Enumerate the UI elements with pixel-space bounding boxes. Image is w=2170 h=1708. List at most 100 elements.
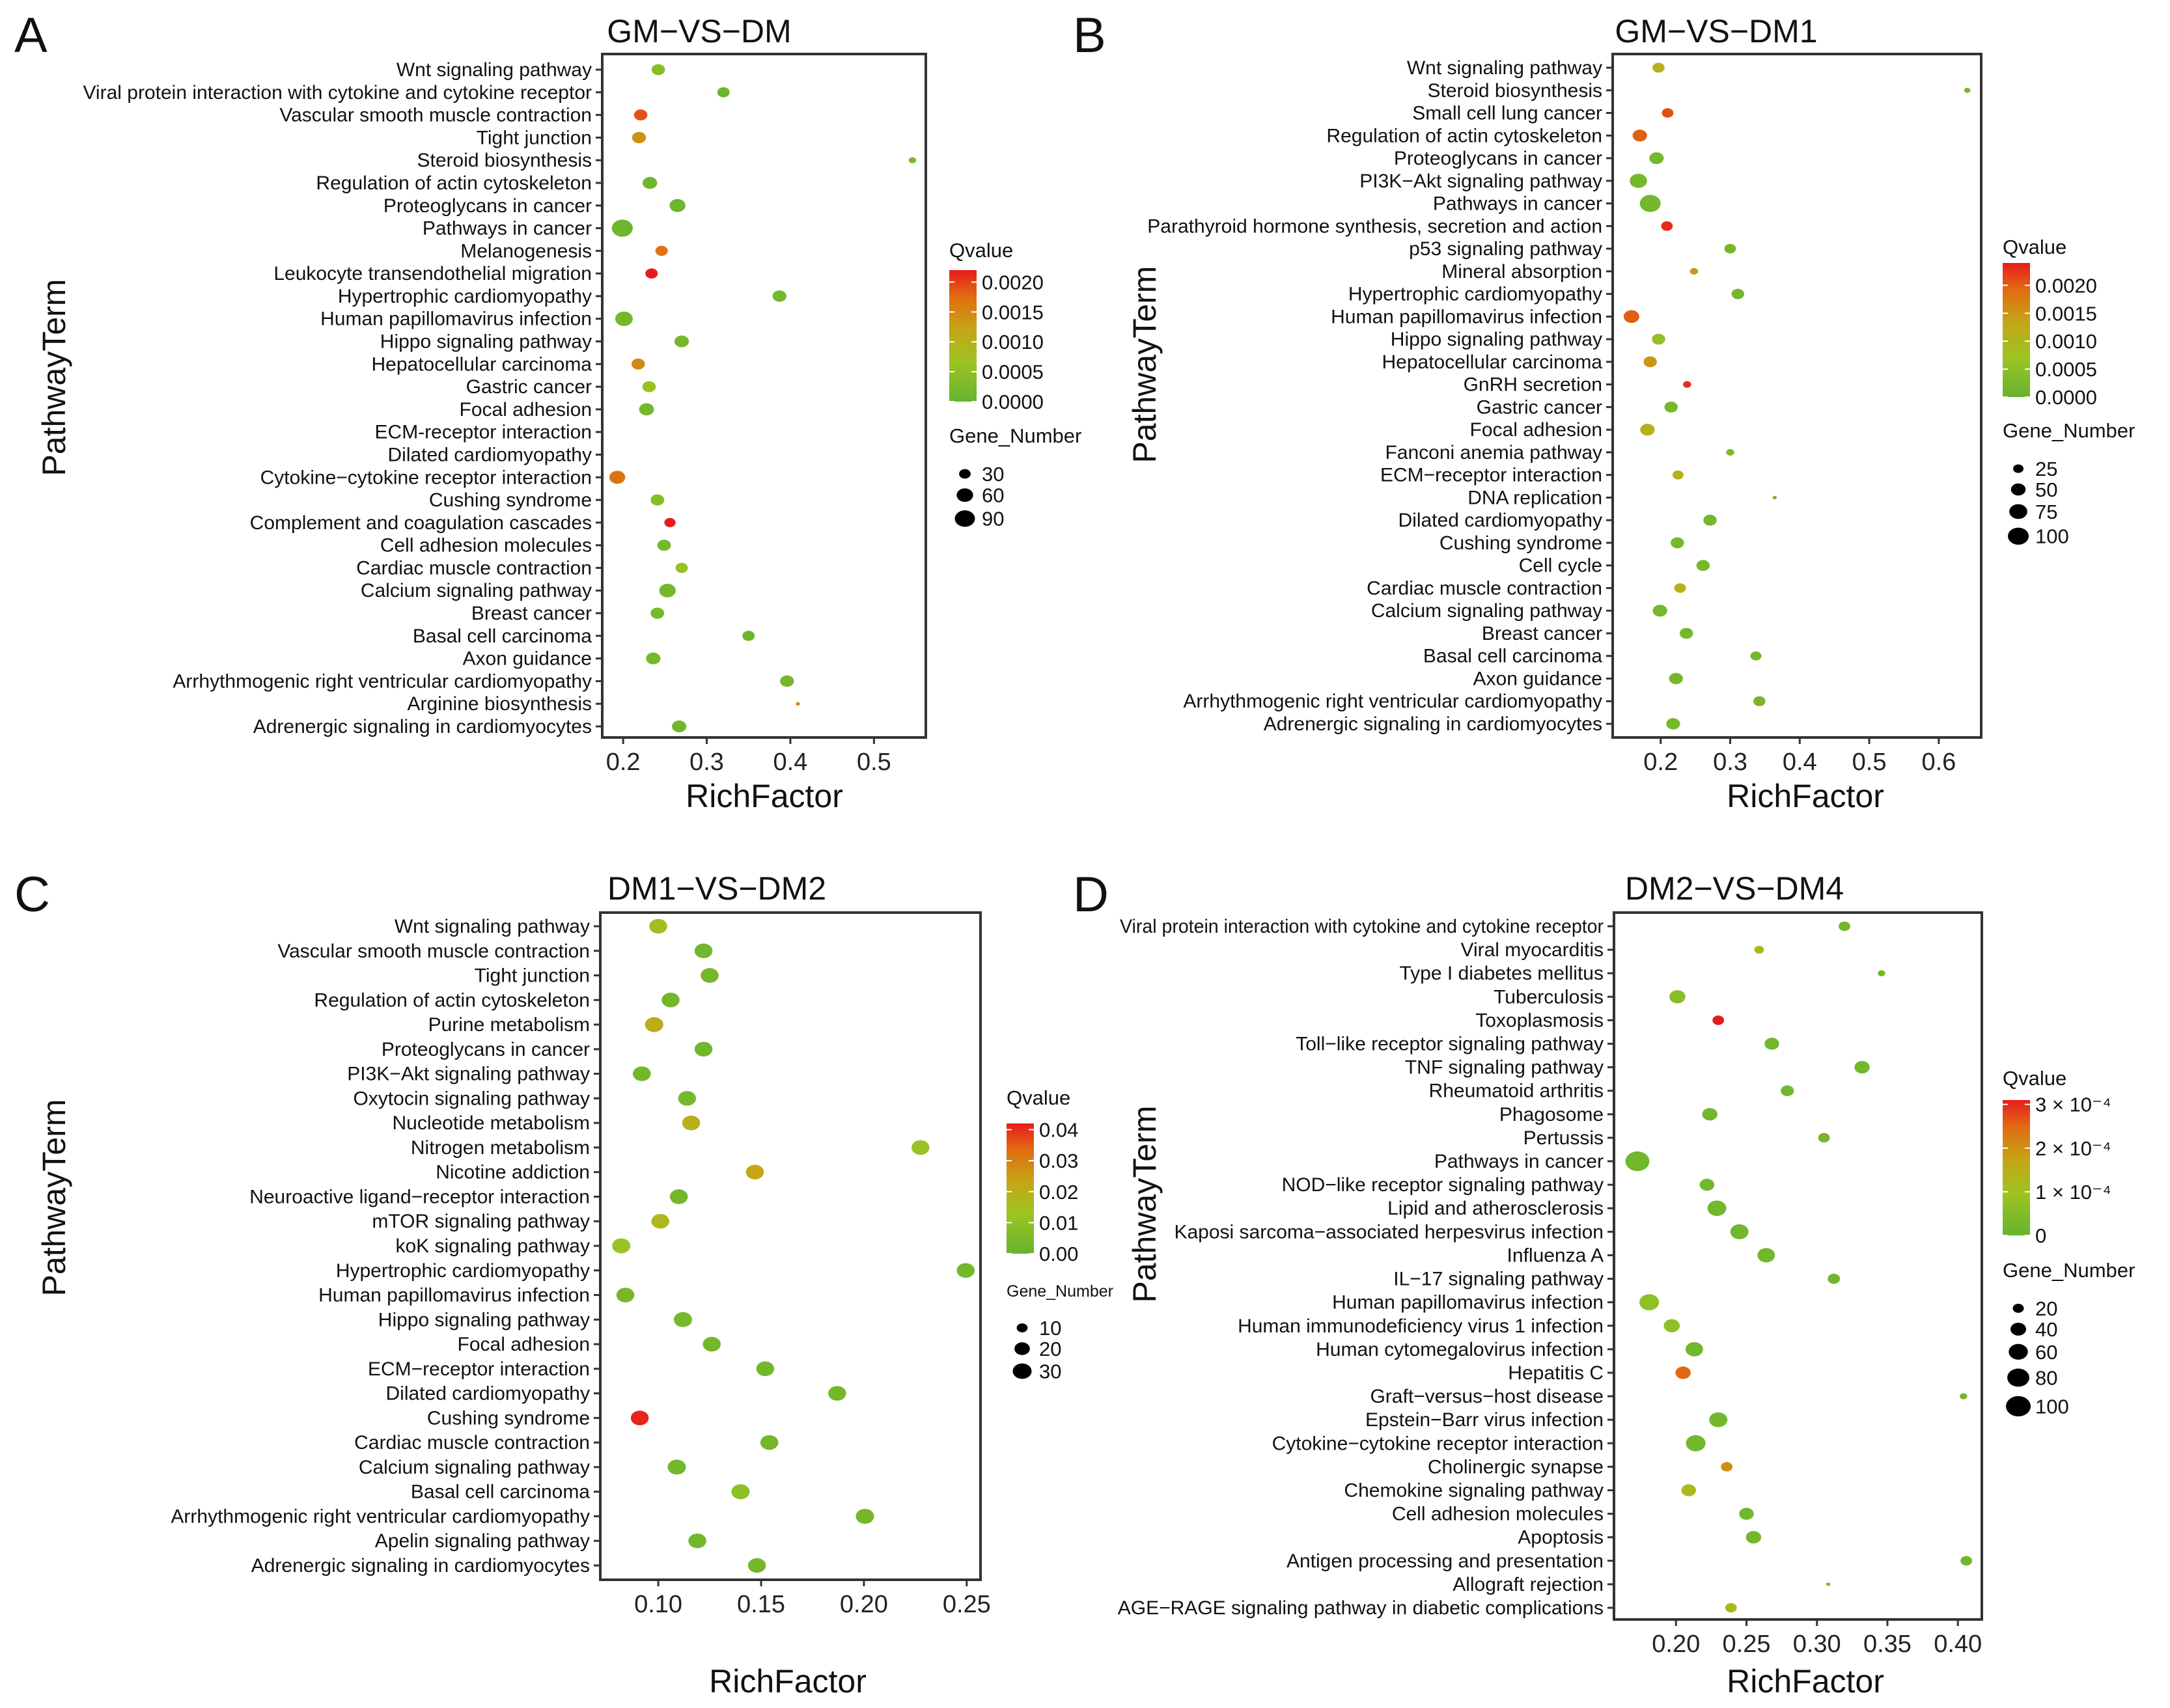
gene-number-legend-title: Gene_Number	[2003, 419, 2135, 442]
data-point	[1724, 243, 1736, 254]
qvalue-legend-label: 0.03	[1039, 1150, 1078, 1172]
data-point	[702, 1336, 721, 1352]
pathway-label: koK signaling pathway	[395, 1235, 590, 1257]
pathway-label: Wnt signaling pathway	[395, 916, 590, 937]
x-tick-label: 0.20	[1652, 1631, 1700, 1658]
pathway-label: Human immunodeficiency virus 1 infection	[1238, 1315, 1604, 1337]
pathway-label: Oxytocin signaling pathway	[353, 1088, 590, 1109]
data-point	[1674, 583, 1686, 593]
chart-title: GM−VS−DM1	[1615, 13, 1817, 49]
pathway-label: Pathways in cancer	[1434, 1151, 1604, 1172]
gene-number-legend-label: 100	[2035, 1395, 2069, 1418]
gene-number-legend-label: 60	[2035, 1341, 2057, 1364]
data-point	[1686, 1435, 1706, 1452]
gene-number-legend-title: Gene_Number	[1007, 1282, 1113, 1301]
pathway-label: Viral protein interaction with cytokine …	[1120, 916, 1604, 937]
x-tick-label: 0.4	[773, 749, 808, 776]
gene-number-legend-dot	[2007, 1368, 2029, 1387]
gene-number-legend-label: 25	[2035, 458, 2057, 480]
qvalue-legend-label: 1 × 10⁻⁴	[2035, 1181, 2111, 1204]
pathway-label: Melanogenesis	[460, 240, 592, 262]
pathway-label: Vascular smooth muscle contraction	[277, 941, 590, 962]
data-point	[1730, 1224, 1749, 1239]
data-point	[1754, 946, 1764, 954]
data-point	[632, 131, 647, 144]
data-point	[731, 1484, 750, 1500]
x-tick-label: 0.20	[840, 1591, 888, 1618]
data-point	[1854, 1061, 1870, 1074]
pathway-label: Arginine biosynthesis	[408, 693, 592, 715]
data-point	[678, 1091, 697, 1106]
gene-number-legend-dot	[2010, 1323, 2027, 1336]
x-tick-label: 0.25	[943, 1591, 991, 1618]
gene-number-legend-dot	[2010, 483, 2026, 496]
pathway-label: Human cytomegalovirus infection	[1316, 1339, 1604, 1360]
pathway-label: Axon guidance	[463, 648, 592, 670]
pathway-label: Vascular smooth muscle contraction	[279, 105, 592, 126]
data-point	[1675, 1366, 1691, 1379]
data-point	[1707, 1200, 1727, 1217]
pathway-label: Proteoglycans in cancer	[1394, 148, 1602, 169]
chart-title: DM1−VS−DM2	[607, 870, 826, 907]
data-point	[796, 702, 800, 706]
data-point	[1699, 1178, 1715, 1191]
pathway-label: Axon guidance	[1473, 668, 1603, 689]
data-point	[649, 918, 667, 934]
gene-number-legend-label: 60	[982, 484, 1004, 507]
data-point	[1702, 1108, 1718, 1121]
data-point	[657, 540, 671, 551]
pathway-label: Cushing syndrome	[1440, 532, 1602, 554]
pathway-label: Hippo signaling pathway	[378, 1309, 590, 1330]
data-point	[612, 1238, 631, 1254]
pathway-label: Hippo signaling pathway	[380, 331, 592, 353]
gene-number-legend-label: 40	[2035, 1318, 2057, 1341]
x-tick-label: 0.5	[1852, 749, 1887, 776]
data-point	[630, 1411, 649, 1426]
x-axis-title: RichFactor	[1727, 778, 1884, 814]
x-tick-label: 0.2	[606, 749, 641, 776]
pathway-label: Cholinergic synapse	[1428, 1456, 1604, 1478]
pathway-label: Chemokine signaling pathway	[1344, 1480, 1604, 1501]
qvalue-legend-label: 0.0020	[982, 271, 1044, 294]
pathway-label: Antigen processing and presentation	[1287, 1550, 1604, 1572]
pathway-label: Hypertrophic cardiomyopathy	[1348, 284, 1602, 305]
pathway-label: Dilated cardiomyopathy	[1398, 510, 1603, 531]
pathway-label: ECM−receptor interaction	[368, 1358, 590, 1380]
pathway-label: Tight junction	[475, 965, 590, 987]
data-point	[645, 1017, 663, 1032]
pathway-label: TNF signaling pathway	[1405, 1057, 1604, 1079]
pathway-label: Cushing syndrome	[427, 1407, 590, 1429]
gene-number-legend-label: 30	[1039, 1360, 1061, 1383]
pathway-label: IL−17 signaling pathway	[1393, 1269, 1604, 1290]
pathway-label: Tight junction	[477, 127, 592, 148]
plot-frame	[599, 911, 982, 1581]
x-tick-label: 0.6	[1921, 749, 1956, 776]
pathway-label: Pathways in cancer	[423, 218, 592, 240]
pathway-label: Hypertrophic cardiomyopathy	[338, 286, 592, 307]
gene-number-legend-label: 10	[1039, 1317, 1061, 1340]
gene-number-legend-label: 20	[1039, 1338, 1061, 1360]
qvalue-legend-label: 0.0010	[2035, 330, 2097, 353]
data-point	[669, 199, 686, 212]
data-point	[631, 358, 645, 370]
gene-number-legend-dot	[956, 488, 973, 502]
data-point	[1828, 1273, 1841, 1284]
pathway-label: AGE−RAGE signaling pathway in diabetic c…	[1118, 1597, 1604, 1619]
pathway-label: NOD−like receptor signaling pathway	[1282, 1174, 1604, 1196]
pathway-label: Hippo signaling pathway	[1391, 329, 1602, 350]
gene-number-legend-dot	[2009, 1343, 2028, 1360]
pathway-label: Nitrogen metabolism	[411, 1137, 590, 1159]
data-point	[1826, 1582, 1831, 1586]
pathway-label: Toxoplasmosis	[1475, 1010, 1604, 1031]
qvalue-legend-label: 0.02	[1039, 1181, 1078, 1204]
pathway-label: Regulation of actin cytoskeleton	[1326, 125, 1602, 146]
x-tick-label: 0.4	[1783, 749, 1817, 776]
data-point	[650, 494, 665, 506]
data-point	[1683, 381, 1691, 388]
data-point	[1746, 1531, 1762, 1544]
pathway-label: PI3K−Akt signaling pathway	[347, 1064, 590, 1085]
data-point	[1685, 1342, 1703, 1357]
data-point	[615, 311, 633, 326]
y-axis-title: PathwayTerm	[36, 279, 72, 476]
